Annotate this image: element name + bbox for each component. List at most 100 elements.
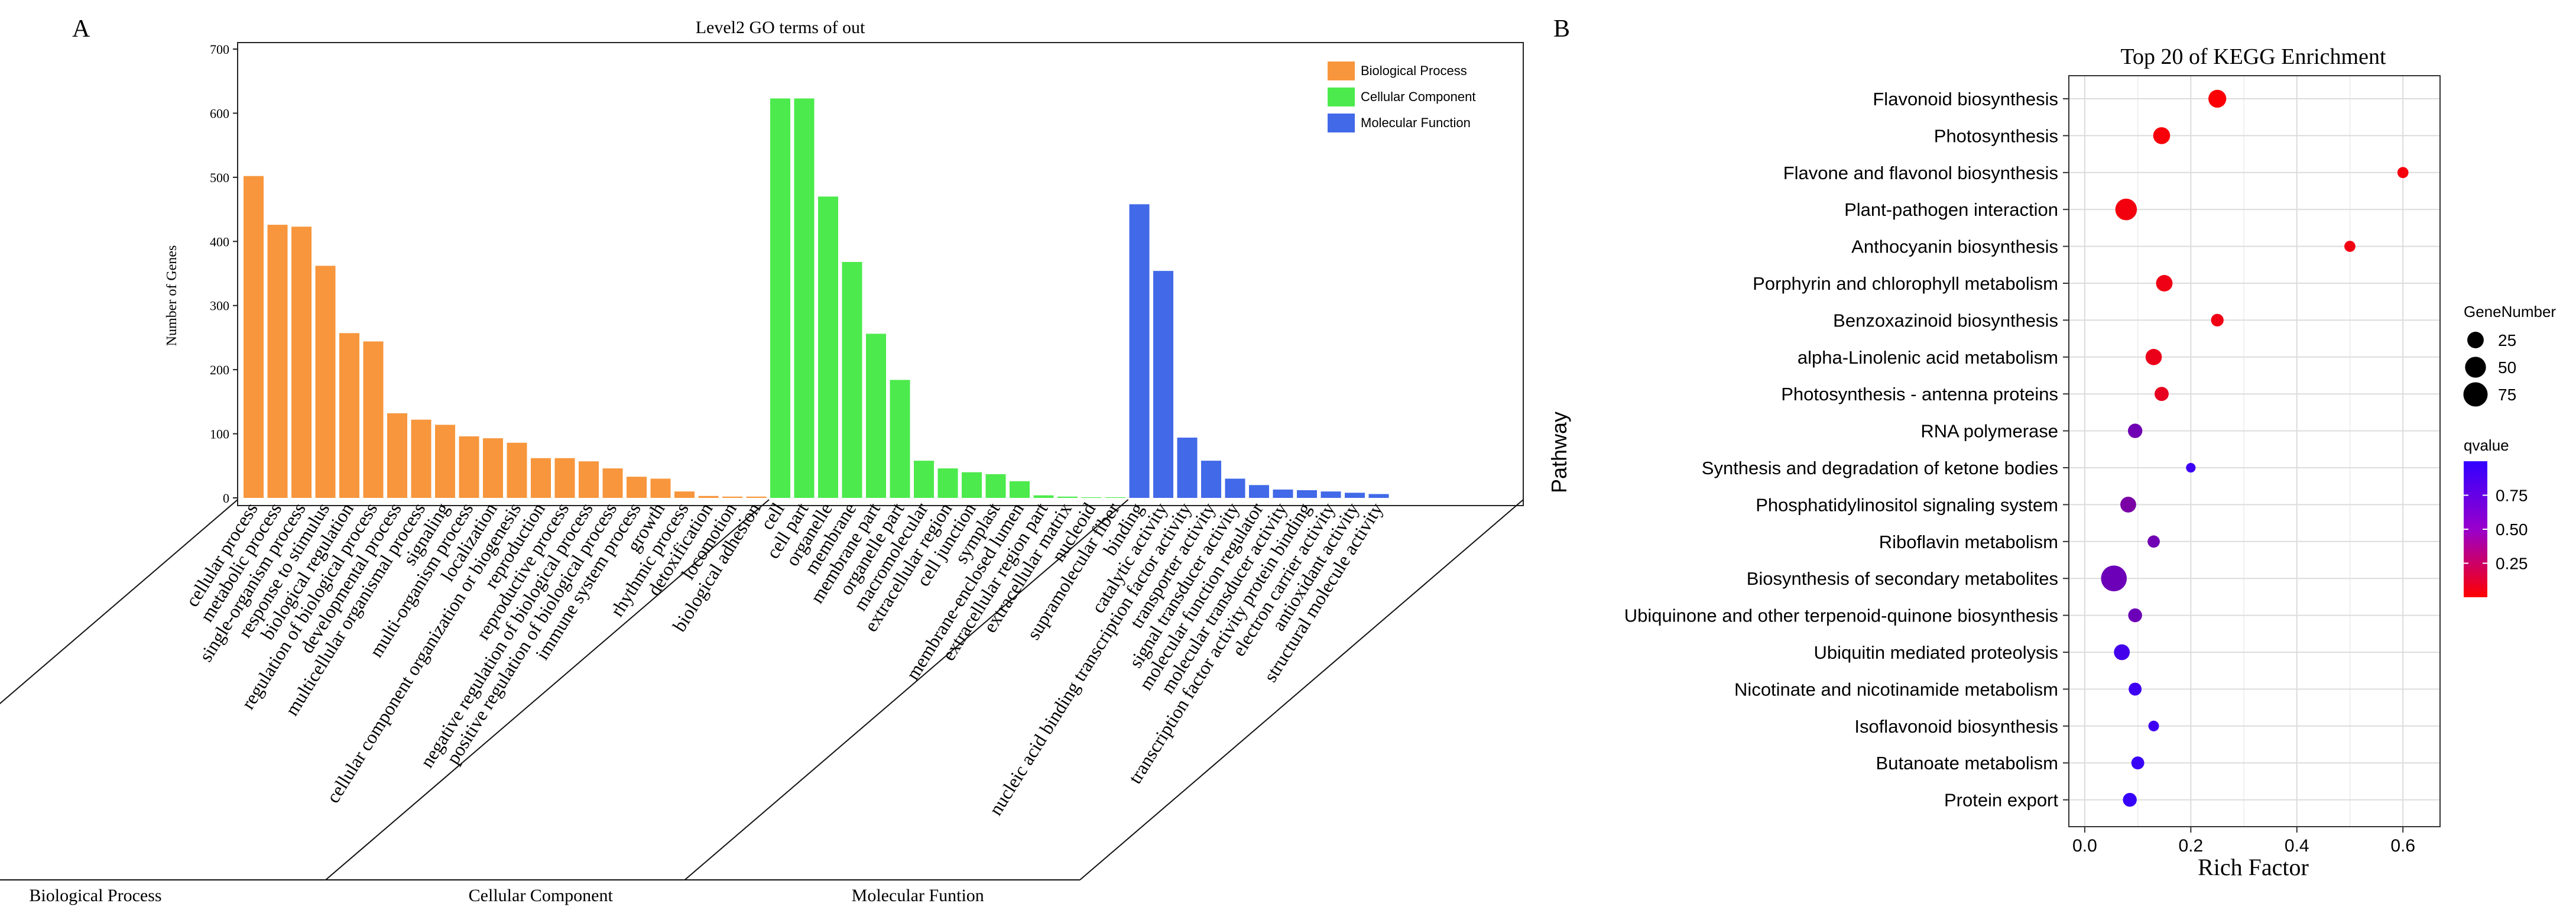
go-bar	[483, 438, 503, 498]
go-legend-label: Molecular Function	[1361, 115, 1471, 130]
kegg-point	[2146, 349, 2162, 365]
go-bar	[1130, 204, 1150, 498]
go-bar	[627, 477, 647, 498]
go-bar	[674, 491, 695, 498]
gene-number-legend-value: 25	[2498, 331, 2516, 349]
kegg-point	[2156, 275, 2173, 292]
kegg-x-tick-label: 0.2	[2178, 836, 2203, 856]
panel-b-label: B	[1553, 15, 1570, 43]
go-bar	[1082, 497, 1102, 498]
go-bar	[364, 341, 384, 498]
go-bar	[411, 420, 432, 498]
go-bar	[818, 196, 838, 498]
go-bar	[1057, 497, 1078, 498]
go-bar	[603, 468, 623, 498]
kegg-pathway-label: RNA polymerase	[1920, 421, 2058, 442]
go-bar	[435, 425, 455, 498]
panel-b-kegg-chart: B Top 20 of KEGG Enrichment Flavonoid bi…	[1547, 15, 2556, 880]
go-bar	[1153, 271, 1173, 498]
go-group-divider	[0, 500, 238, 880]
kegg-pathway-label: Nicotinate and nicotinamide metabolism	[1734, 679, 2058, 700]
go-bar	[1201, 461, 1221, 498]
go-bars	[244, 98, 1389, 498]
go-legend-swatch	[1328, 88, 1355, 106]
kegg-pathway-label: Riboflavin metabolism	[1879, 532, 2058, 552]
gene-number-legend-dot	[2467, 332, 2484, 348]
figure-canvas: A Level2 GO terms of out Number of Genes…	[0, 0, 2576, 910]
go-bar	[244, 176, 264, 498]
kegg-x-tick-label: 0.6	[2390, 836, 2415, 856]
go-legend: Biological Process Cellular Component Mole…	[1328, 61, 1475, 132]
panel-a-label: A	[72, 15, 90, 43]
kegg-point	[2397, 167, 2409, 178]
go-y-axis: 0 100 200 300 400 500 600 700	[210, 42, 238, 506]
qvalue-tick-label: 0.50	[2496, 520, 2528, 539]
go-category-labels: cellular processmetabolic processsingle-…	[181, 498, 1387, 819]
go-bar	[339, 333, 359, 498]
kegg-point	[2208, 90, 2226, 108]
go-chart-title: Level2 GO terms of out	[696, 18, 865, 37]
go-y-tick-label: 600	[210, 106, 229, 121]
go-bar	[268, 225, 288, 498]
go-bar	[531, 458, 551, 498]
kegg-pathway-label: Biosynthesis of secondary metabolites	[1747, 568, 2058, 589]
go-bar	[722, 497, 742, 498]
kegg-point	[2114, 645, 2130, 661]
kegg-pathway-label: Synthesis and degradation of ketone bodi…	[1702, 458, 2058, 478]
kegg-x-axis-label: Rich Factor	[2198, 854, 2309, 880]
gene-number-legend: GeneNumber 25 50 75	[2463, 303, 2556, 407]
kegg-pathway-label: Protein export	[1944, 790, 2058, 811]
kegg-pathway-label: Isoflavonoid biosynthesis	[1854, 716, 2058, 737]
kegg-pathway-label: Photosynthesis - antenna proteins	[1781, 384, 2058, 404]
figure-svg: A Level2 GO terms of out Number of Genes…	[0, 0, 2576, 910]
go-bar	[914, 461, 934, 498]
go-y-tick-label: 0	[223, 491, 229, 506]
kegg-point	[2116, 199, 2137, 221]
go-bar	[1369, 494, 1389, 498]
kegg-point	[2101, 565, 2127, 591]
kegg-pathway-label: Ubiquitin mediated proteolysis	[1813, 642, 2058, 663]
qvalue-tick-label: 0.25	[2496, 555, 2528, 573]
go-bar	[555, 458, 575, 498]
go-bar	[699, 496, 719, 498]
go-group-label: Biological Process	[29, 886, 161, 905]
go-bar	[459, 436, 479, 498]
go-legend-swatch	[1328, 61, 1355, 80]
kegg-x-tick-label: 0.4	[2285, 836, 2309, 856]
kegg-pathway-label: Ubiquinone and other terpenoid-quinone b…	[1624, 606, 2058, 626]
kegg-plot-panel	[2069, 76, 2440, 827]
go-bar	[316, 266, 336, 498]
gene-number-legend-dot	[2463, 382, 2487, 406]
go-bar	[986, 474, 1006, 498]
qvalue-legend: qvalue 0.75 0.50 0.25	[2464, 436, 2528, 597]
go-bar	[579, 461, 599, 498]
go-group-label: Cellular Component	[469, 886, 614, 905]
go-legend-label: Biological Process	[1361, 63, 1467, 78]
kegg-point	[2123, 793, 2136, 807]
kegg-pathway-label: Flavonoid biosynthesis	[1873, 89, 2058, 109]
gene-number-legend-title: GeneNumber	[2464, 303, 2556, 320]
panel-a-go-chart: A Level2 GO terms of out Number of Genes…	[0, 15, 1523, 905]
kegg-pathway-axis: Flavonoid biosynthesisPhotosynthesisFlav…	[1624, 89, 2069, 811]
go-y-tick-label: 500	[210, 170, 229, 185]
go-bar	[1034, 496, 1054, 498]
kegg-pathway-label: Phosphatidylinositol signaling system	[1756, 494, 2058, 515]
go-bar	[507, 443, 527, 498]
go-bar	[866, 334, 886, 498]
kegg-x-tick-label: 0.0	[2072, 836, 2097, 856]
kegg-pathway-label: Flavone and flavonol biosynthesis	[1783, 163, 2058, 183]
kegg-point	[2128, 608, 2142, 622]
kegg-pathway-label: Butanoate metabolism	[1876, 753, 2058, 773]
go-bar	[1297, 490, 1317, 498]
kegg-point	[2211, 314, 2224, 326]
go-bar	[770, 98, 790, 498]
go-y-tick-label: 100	[210, 427, 229, 442]
go-bar	[890, 380, 910, 498]
go-bar	[651, 478, 671, 498]
qvalue-tick-label: 0.75	[2496, 487, 2528, 505]
kegg-point	[2149, 721, 2159, 731]
kegg-point	[2153, 127, 2171, 144]
gene-number-legend-dot	[2465, 357, 2486, 377]
go-y-tick-label: 200	[210, 362, 229, 377]
go-bar	[387, 413, 407, 498]
